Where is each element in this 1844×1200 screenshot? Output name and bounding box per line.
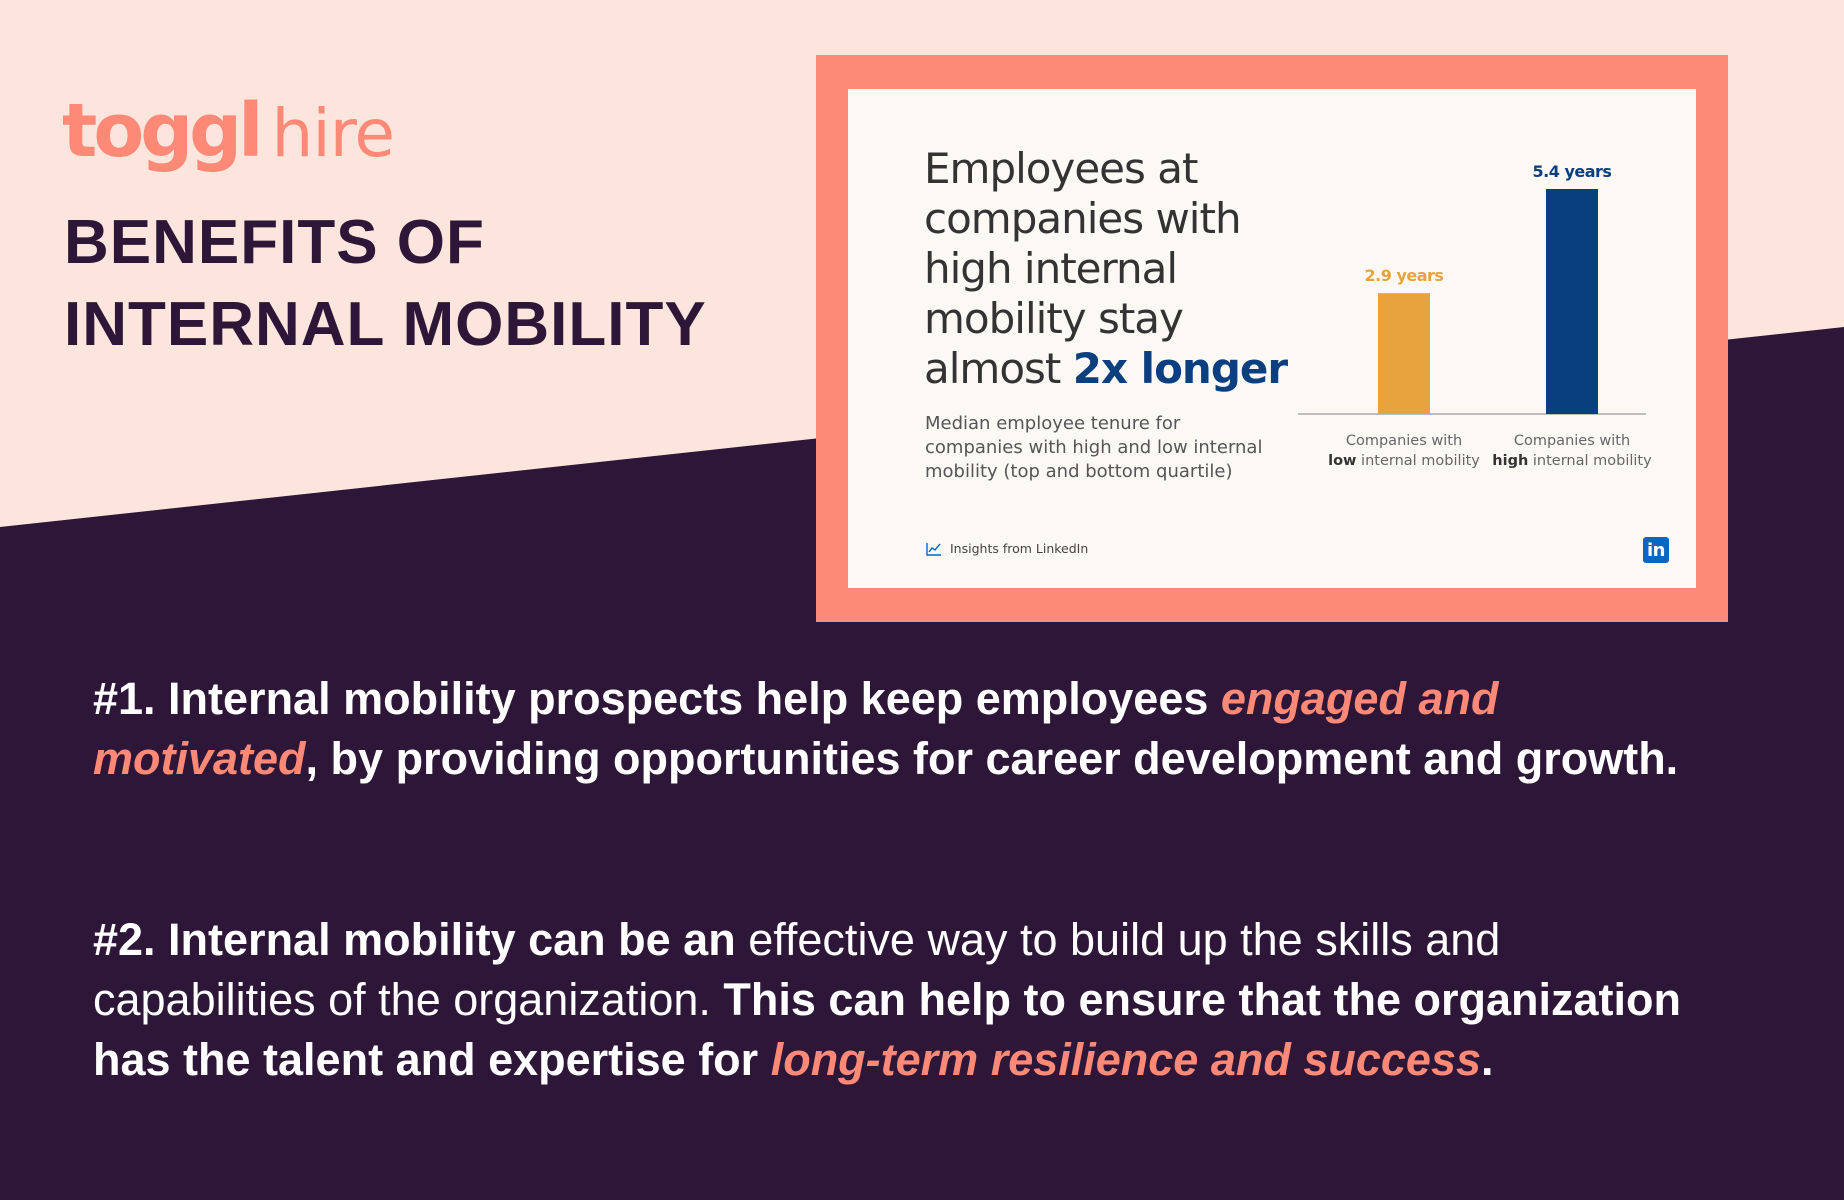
linkedin-icon: in	[1643, 537, 1669, 563]
point-2-bold: This can help to ensure that the organiz…	[93, 974, 1681, 1085]
category-label-1-emphasis: high	[1492, 453, 1528, 469]
logo-hire: hire	[271, 95, 395, 172]
card-title-highlight: 2x longer	[1072, 344, 1288, 393]
category-label-0-line-2: low internal mobility	[1328, 453, 1480, 469]
point-1-suffix: , by providing opportunities for career …	[305, 733, 1679, 784]
stat-card: Employees at companies with high interna…	[848, 89, 1696, 588]
bar-value-label-0: 2.9 years	[1365, 266, 1444, 285]
benefit-point-2: #2. Internal mobility can be an effectiv…	[93, 910, 1693, 1090]
card-title-lead: Employees at companies with high interna…	[924, 144, 1242, 393]
category-label-0-rest: internal mobility	[1356, 453, 1480, 469]
bar-1	[1546, 189, 1598, 414]
toggl-hire-logo: toggl hire	[62, 88, 395, 180]
point-1-accent: engaged and motivated	[93, 673, 1499, 784]
point-2-prefix: #2. Internal mobility can be an	[93, 914, 736, 965]
tenure-bar-chart: 2.9 years Companies with low internal mobi…	[1298, 162, 1652, 469]
bar-0	[1378, 293, 1430, 414]
bar-value-label-1: 5.4 years	[1533, 162, 1612, 181]
logo-toggl: toggl	[62, 88, 264, 174]
source-attribution: Insights from LinkedIn	[926, 541, 1088, 556]
category-label-0-line-1: Companies with	[1346, 433, 1462, 449]
card-subtitle: Median employee tenure for companies wit…	[925, 413, 1263, 482]
page-title-line-2: INTERNAL MOBILITY	[64, 290, 707, 359]
point-2-middle: effective way to build up the skills and…	[93, 914, 1501, 1025]
point-2-end: .	[1481, 1034, 1494, 1085]
chart-line-icon	[926, 542, 941, 556]
page-title-line-1: BENEFITS OF	[64, 208, 485, 277]
category-label-1-line-1: Companies with	[1514, 433, 1630, 449]
source-text: Insights from LinkedIn	[950, 541, 1089, 556]
card-title: Employees at companies with high interna…	[924, 144, 1304, 394]
point-1-prefix: #1. Internal mobility prospects help kee…	[93, 673, 1209, 724]
page-title: BENEFITS OF INTERNAL MOBILITY	[64, 202, 707, 366]
category-label-1-rest: internal mobility	[1528, 453, 1652, 469]
stat-card-frame: Employees at companies with high interna…	[816, 55, 1728, 622]
point-2-accent: long-term resilience and success	[770, 1034, 1481, 1085]
category-label-1-line-2: high internal mobility	[1492, 453, 1652, 469]
benefit-point-1: #1. Internal mobility prospects help kee…	[93, 669, 1693, 789]
category-label-0-emphasis: low	[1328, 453, 1356, 469]
